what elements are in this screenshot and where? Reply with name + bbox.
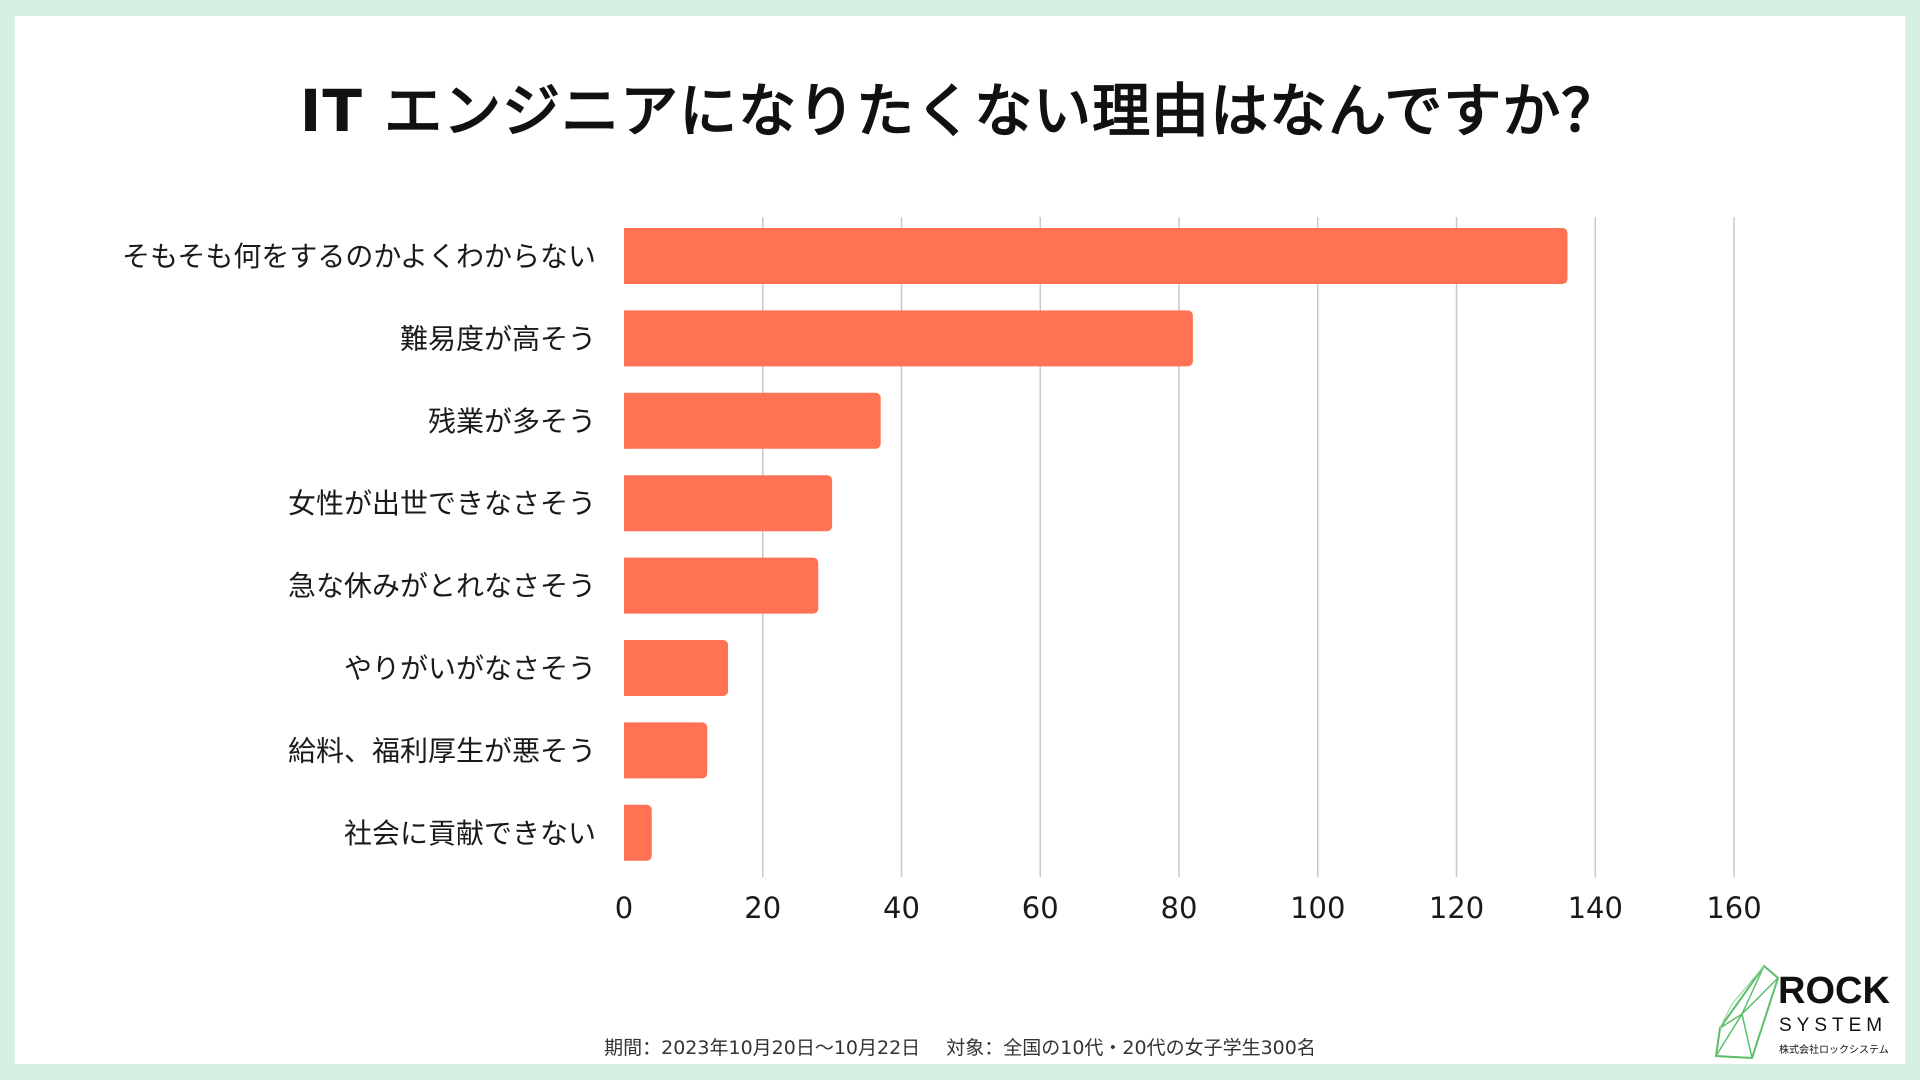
x-tick-label: 40 bbox=[883, 891, 920, 925]
bar-left-edge bbox=[624, 557, 630, 614]
x-tick-label: 80 bbox=[1161, 891, 1198, 925]
x-tick-label: 140 bbox=[1568, 891, 1623, 925]
bar bbox=[624, 392, 881, 449]
chart-title: IT エンジニアになりたくない理由はなんですか？ bbox=[299, 77, 1621, 145]
category-label: 急な休みがとれなさそう bbox=[288, 570, 596, 603]
logo-company: 株式会社ロックシステム bbox=[1779, 1045, 1889, 1056]
bar bbox=[624, 310, 1193, 367]
bar-left-edge bbox=[624, 475, 630, 532]
survey-footer: 期間：2023年10月20日〜10月22日 対象：全国の10代・20代の女子学生… bbox=[0, 1033, 1920, 1060]
category-label: 女性が出世できなさそう bbox=[288, 487, 596, 520]
category-label: 給料、福利厚生が悪そう bbox=[288, 734, 596, 767]
x-tick-label: 0 bbox=[615, 891, 633, 925]
survey-target: 対象：全国の10代・20代の女子学生300名 bbox=[946, 1037, 1316, 1059]
x-tick-label: 120 bbox=[1429, 891, 1484, 925]
bar-left-edge bbox=[624, 392, 630, 449]
bar-left-edge bbox=[624, 804, 630, 861]
category-label: そもそも何をするのかよくわからない bbox=[122, 240, 596, 273]
bar bbox=[624, 475, 833, 532]
x-axis-ticks: 0 20 40 60 80 100 120 140 160 bbox=[615, 891, 1762, 925]
category-labels: そもそも何をするのかよくわからない難易度が高そう残業が多そう女性が出世できなさそ… bbox=[122, 240, 596, 850]
bars bbox=[624, 228, 1568, 861]
bar bbox=[624, 804, 652, 861]
logo-sub: SYSTEM bbox=[1779, 1015, 1888, 1036]
x-tick-label: 160 bbox=[1706, 891, 1761, 925]
company-logo: ROCK SYSTEM 株式会社ロックシステム bbox=[1712, 964, 1902, 1064]
bar-left-edge bbox=[624, 640, 630, 696]
green-crystal-icon bbox=[1714, 964, 1780, 1060]
bar bbox=[624, 228, 1568, 284]
survey-period: 期間：2023年10月20日〜10月22日 bbox=[604, 1037, 921, 1059]
bar-left-edge bbox=[624, 722, 630, 779]
x-tick-label: 60 bbox=[1022, 891, 1059, 925]
x-tick-label: 20 bbox=[744, 891, 781, 925]
x-tick-label: 100 bbox=[1290, 891, 1345, 925]
logo-name: ROCK bbox=[1778, 970, 1890, 1012]
bar bbox=[624, 722, 708, 779]
gridlines bbox=[762, 217, 1735, 877]
category-label: やりがいがなさそう bbox=[344, 652, 596, 685]
bar-left-edge bbox=[624, 228, 630, 284]
category-label: 残業が多そう bbox=[428, 405, 596, 438]
category-label: 社会に貢献できない bbox=[344, 817, 596, 850]
bar bbox=[624, 640, 729, 696]
bar bbox=[624, 557, 819, 614]
bar-left-edge bbox=[624, 310, 630, 367]
category-label: 難易度が高そう bbox=[400, 322, 596, 355]
chart-card bbox=[15, 16, 1905, 1064]
